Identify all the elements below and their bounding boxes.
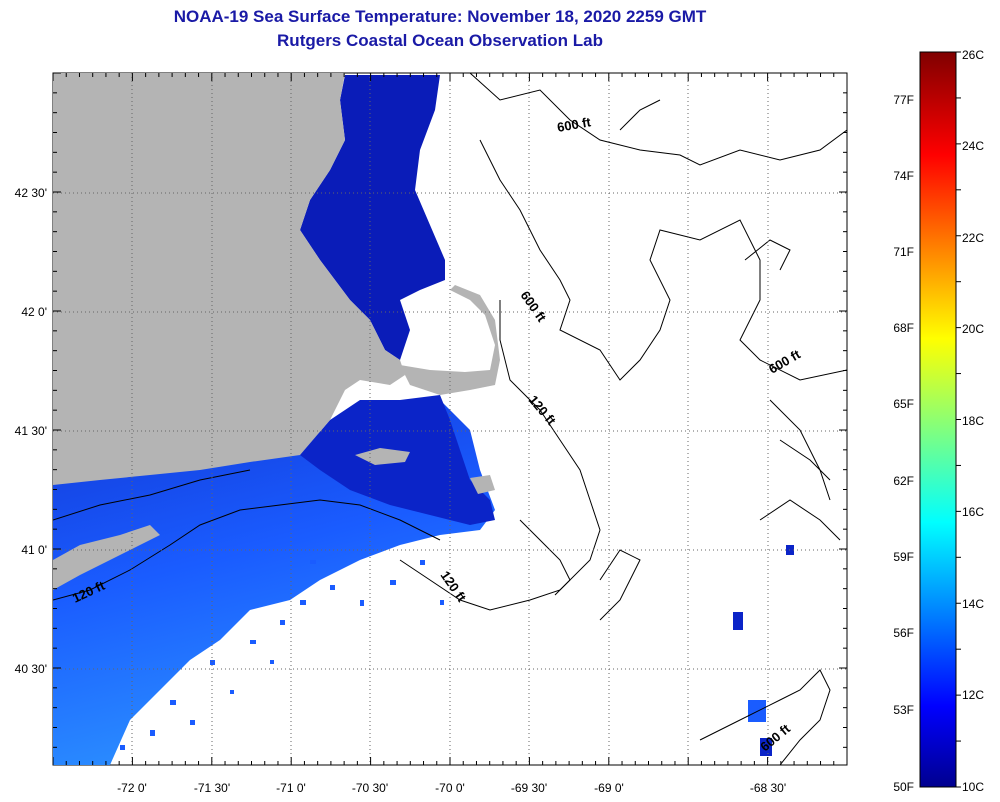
lat-label: 41 30' <box>15 424 47 438</box>
colorbar-f-label: 56F <box>893 626 914 640</box>
colorbar-f-label: 65F <box>893 397 914 411</box>
colorbar-f-label: 71F <box>893 245 914 259</box>
lat-label: 40 30' <box>15 662 47 676</box>
colorbar-f-label: 77F <box>893 93 914 107</box>
colorbar-c-label: 24C <box>962 139 984 153</box>
lon-label: -69 0' <box>594 781 624 795</box>
latitude-axis: 42 30' 42 0' 41 30' 41 0' 40 30' <box>15 186 47 676</box>
sst-scatter <box>120 560 444 750</box>
colorbar-f-label: 74F <box>893 169 914 183</box>
lat-label: 42 30' <box>15 186 47 200</box>
map-subtitle: Rutgers Coastal Ocean Observation Lab <box>277 31 603 50</box>
colorbar: 26C 24C 22C 20C 18C 16C 14C 12C 10C 77F … <box>893 48 984 794</box>
sst-patch <box>760 738 772 756</box>
colorbar-f-label: 59F <box>893 550 914 564</box>
lat-label: 42 0' <box>21 305 47 319</box>
land <box>53 73 405 485</box>
lon-label: -68 30' <box>750 781 786 795</box>
land-islands <box>355 448 495 494</box>
lon-label: -69 30' <box>511 781 547 795</box>
colorbar-c-label: 14C <box>962 597 984 611</box>
sst-patch <box>786 545 794 555</box>
lon-label: -70 30' <box>352 781 388 795</box>
lon-label: -72 0' <box>117 781 147 795</box>
colorbar-f-label: 68F <box>893 321 914 335</box>
sst-patch <box>733 612 743 630</box>
colorbar-c-label: 20C <box>962 322 984 336</box>
colorbar-c-label: 26C <box>962 48 984 62</box>
sst-cold-water <box>300 75 445 360</box>
colorbar-c-label: 18C <box>962 414 984 428</box>
depth-contours <box>53 73 847 765</box>
axis-ticks <box>52 72 847 765</box>
lat-label: 41 0' <box>21 543 47 557</box>
colorbar-c-label: 16C <box>962 505 984 519</box>
colorbar-gradient <box>919 51 957 788</box>
colorbar-f-label: 50F <box>893 780 914 794</box>
lon-label: -71 30' <box>194 781 230 795</box>
lon-label: -71 0' <box>276 781 306 795</box>
contour-label: 600 ft <box>556 114 593 135</box>
colorbar-f-label: 53F <box>893 703 914 717</box>
colorbar-c-label: 22C <box>962 231 984 245</box>
longitude-axis: -72 0' -71 30' -71 0' -70 30' -70 0' -69… <box>117 781 786 795</box>
colorbar-c-label: 10C <box>962 780 984 794</box>
graticule <box>53 73 847 765</box>
map-title: NOAA-19 Sea Surface Temperature: Novembe… <box>173 7 707 26</box>
lon-label: -70 0' <box>435 781 465 795</box>
colorbar-c-label: 12C <box>962 688 984 702</box>
land-long-island <box>53 525 160 590</box>
colorbar-f-label: 62F <box>893 474 914 488</box>
